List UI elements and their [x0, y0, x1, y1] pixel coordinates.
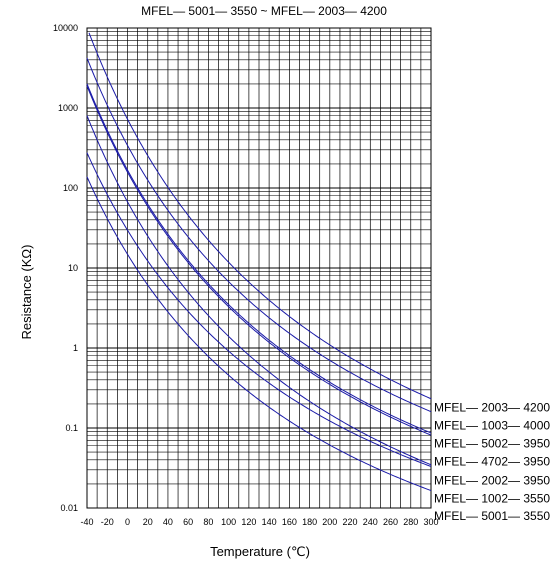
x-tick-label: 20 [143, 517, 153, 527]
chart-grid [86, 28, 432, 509]
series-line [86, 152, 432, 467]
series-line [86, 83, 432, 434]
x-tick-label: 280 [403, 517, 418, 527]
series-labels: MFEL— 2003— 4200 MFEL— 1003— 4000 MFEL— 50… [434, 401, 550, 523]
x-tick-label: 0 [125, 517, 130, 527]
series-line [88, 32, 432, 400]
series-line [86, 176, 432, 492]
y-tick-label: 0.01 [60, 503, 78, 513]
x-tick-label: 40 [163, 517, 173, 527]
y-tick-label: 1000 [58, 103, 78, 113]
series-label: MFEL— 2002— 3950 [434, 474, 550, 488]
x-tick-label: 100 [221, 517, 236, 527]
x-tick-label: 80 [203, 517, 213, 527]
x-axis-label: Temperature (℃) [210, 544, 310, 559]
x-tick-label: 120 [241, 517, 256, 527]
y-tick-labels: 10000 1000 100 10 1 0.1 0.01 [53, 23, 78, 513]
x-tick-label: 300 [423, 517, 438, 527]
series-line [86, 115, 432, 466]
series-label: MFEL— 1003— 4000 [434, 419, 550, 433]
series-line [86, 57, 432, 413]
y-tick-label: 100 [63, 183, 78, 193]
x-tick-label: 160 [282, 517, 297, 527]
x-tick-label: 200 [322, 517, 337, 527]
series-label: MFEL— 4702— 3950 [434, 455, 550, 469]
y-tick-label: 10 [68, 263, 78, 273]
x-tick-label: 180 [302, 517, 317, 527]
plot-frame [86, 27, 432, 509]
y-tick-label: 10000 [53, 23, 78, 33]
series-label: MFEL— 1002— 3550 [434, 491, 550, 505]
series-line [86, 85, 432, 436]
series-label: MFEL— 5002— 3950 [434, 437, 550, 451]
x-tick-label: 220 [343, 517, 358, 527]
series-curves [86, 32, 432, 492]
x-tick-label: 60 [183, 517, 193, 527]
x-tick-label: 140 [262, 517, 277, 527]
y-tick-label: 0.1 [65, 423, 78, 433]
series-label: MFEL— 2003— 4200 [434, 401, 550, 415]
x-tick-labels: -40 -20 0 20 40 60 80 100 120 140 160 180 200 220 240 2… [80, 517, 438, 527]
series-label: MFEL— 5001— 3550 [434, 509, 550, 523]
chart-title: MFEL— 5001— 3550 ~ MFEL— 2003— 4200 [141, 4, 387, 18]
x-tick-label: -20 [101, 517, 114, 527]
x-tick-label: 240 [363, 517, 378, 527]
x-tick-label: -40 [80, 517, 93, 527]
y-axis-label: Resistance (KΩ) [19, 245, 34, 340]
x-tick-label: 260 [383, 517, 398, 527]
y-tick-label: 1 [73, 343, 78, 353]
